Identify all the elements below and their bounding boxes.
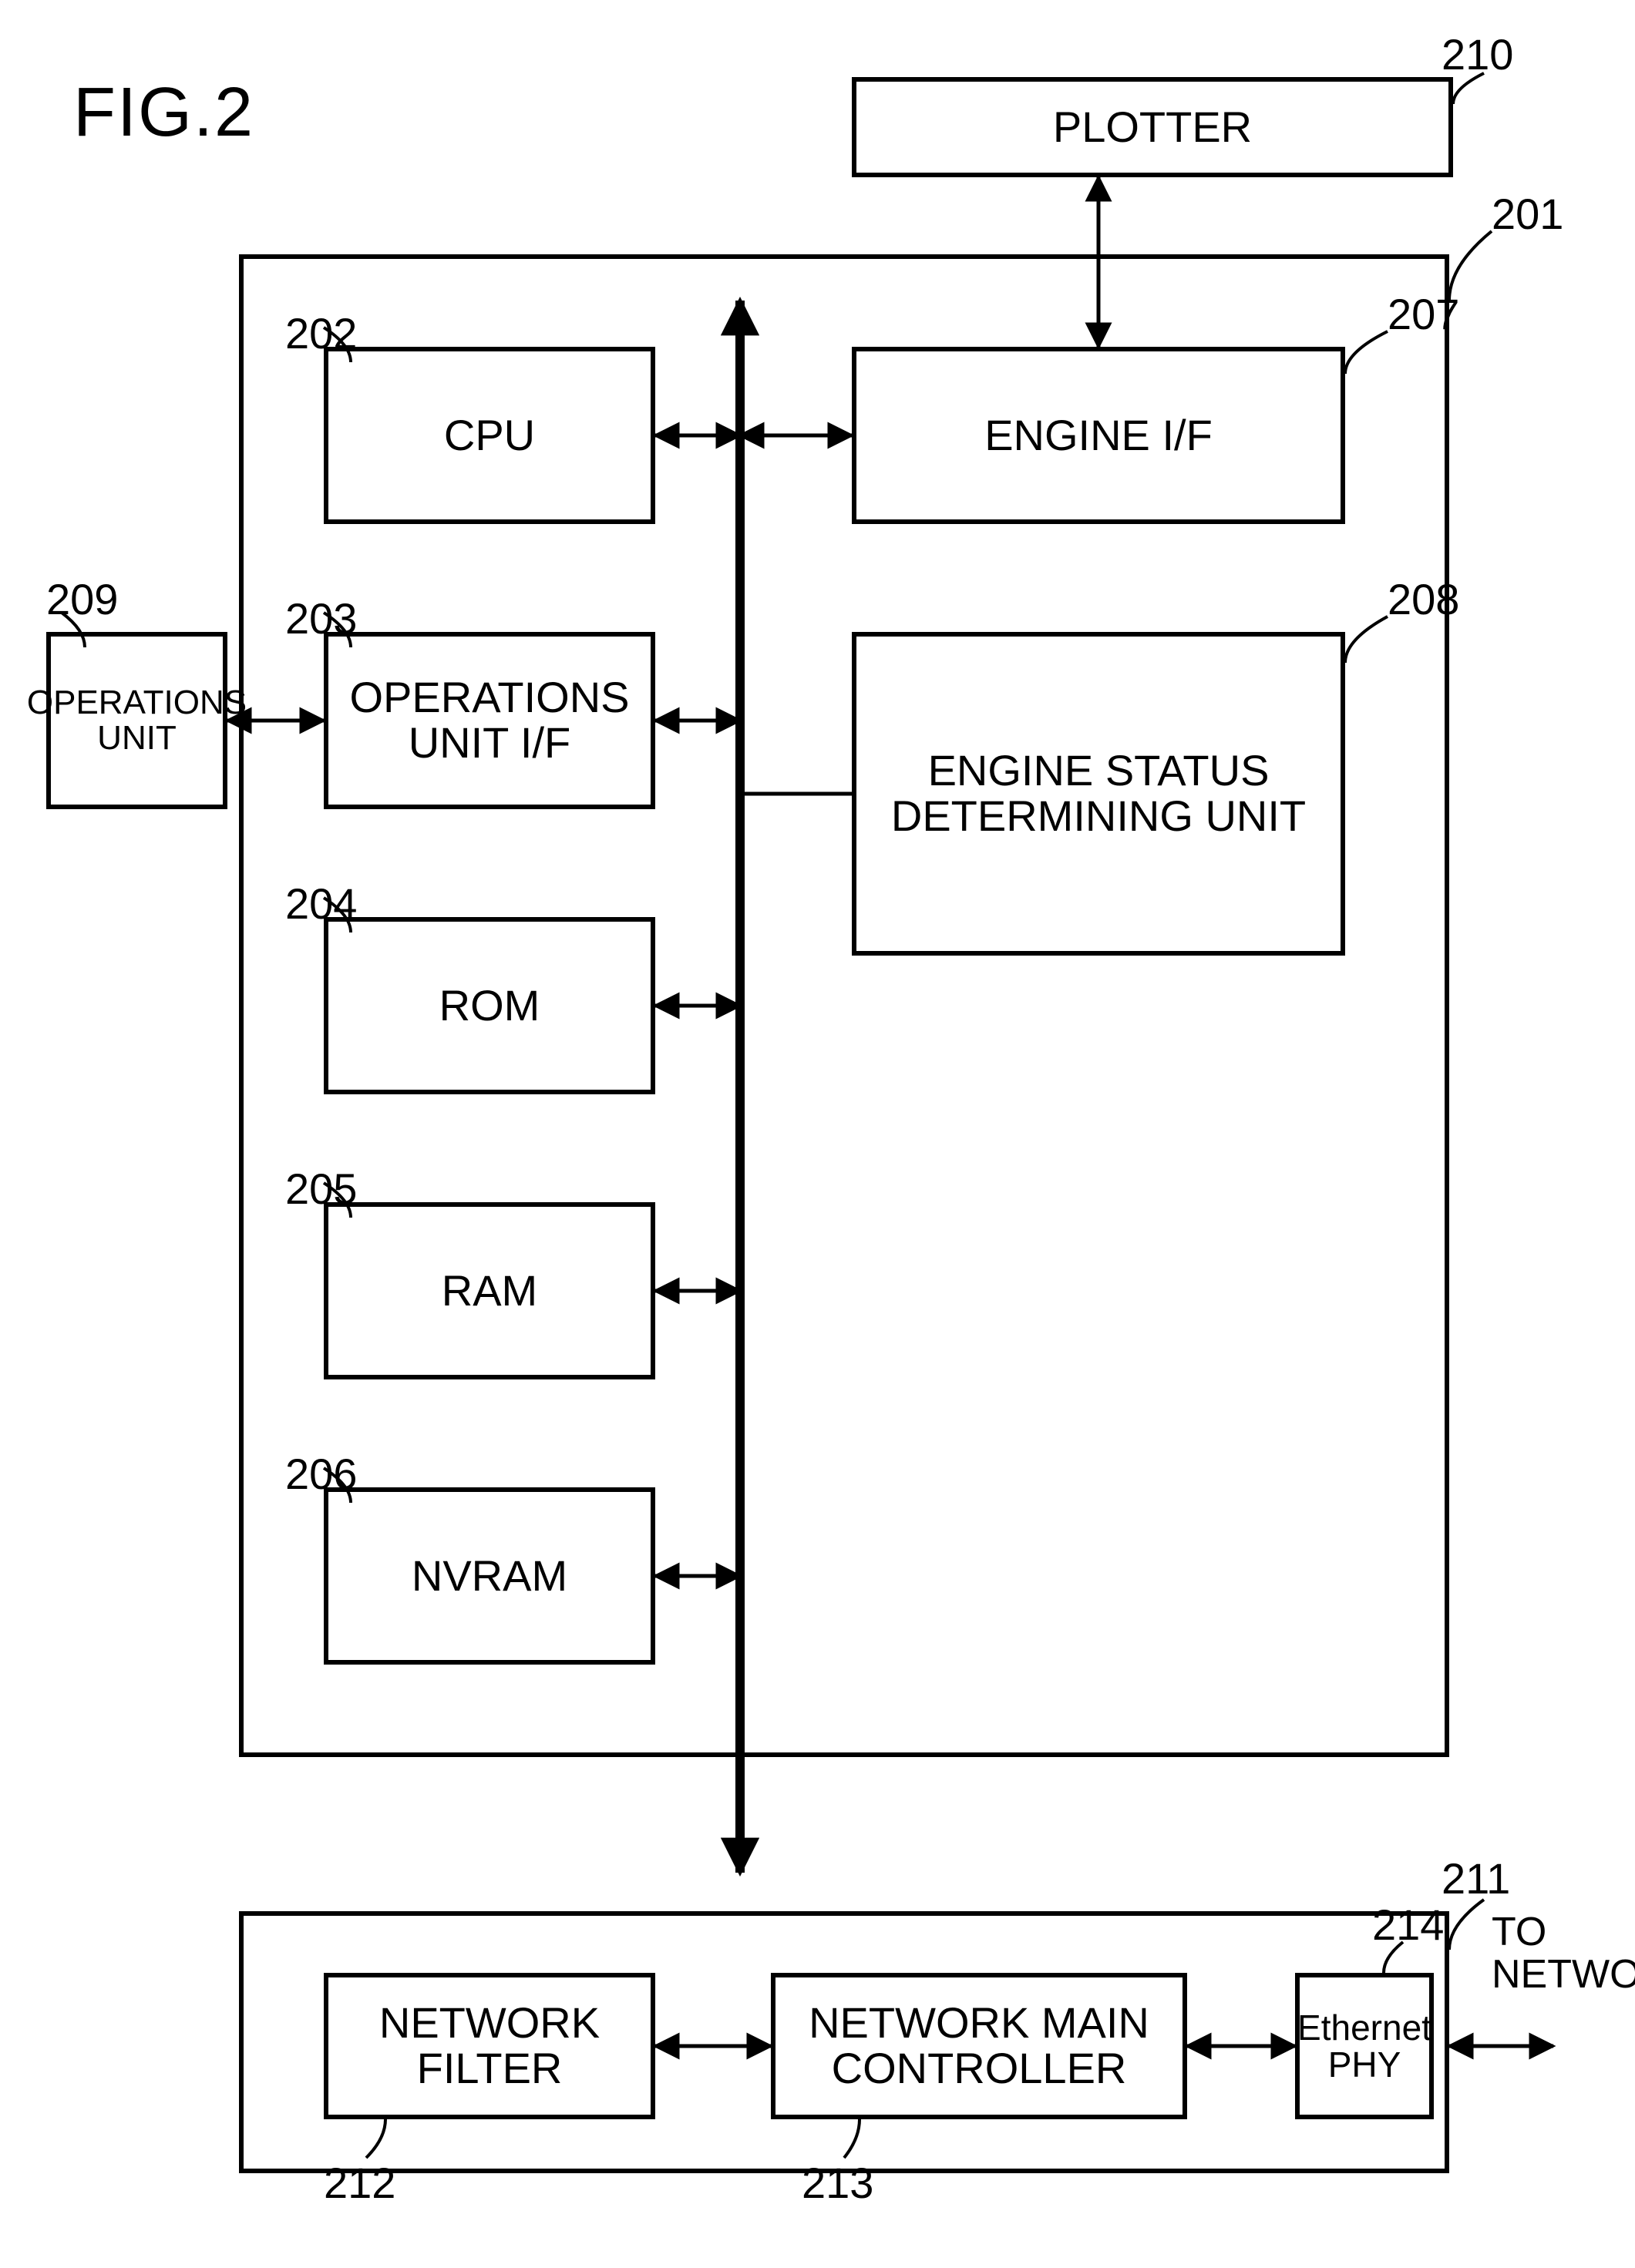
nvram-label: NVRAM [412, 1554, 567, 1599]
ref-207: 207 [1388, 289, 1459, 339]
ref-209: 209 [46, 574, 118, 624]
ram-label: RAM [442, 1268, 537, 1314]
engine-if-label: ENGINE I/F [984, 413, 1213, 459]
ref-202: 202 [285, 308, 357, 358]
cpu-box: CPU [324, 347, 655, 524]
network-main-box: NETWORK MAIN CONTROLLER [771, 1973, 1187, 2119]
ref-205: 205 [285, 1164, 357, 1214]
ops-if-box: OPERATIONS UNIT I/F [324, 632, 655, 809]
network-main-label: NETWORK MAIN CONTROLLER [809, 2001, 1149, 2092]
ref-213: 213 [802, 2158, 873, 2208]
ref-201: 201 [1492, 189, 1563, 239]
engine-status-box: ENGINE STATUS DETERMINING UNIT [852, 632, 1345, 956]
network-filter-box: NETWORK FILTER [324, 1973, 655, 2119]
ethernet-phy-label: Ethernet PHY [1297, 2009, 1431, 2084]
ops-if-label: OPERATIONS UNIT I/F [349, 675, 629, 766]
ref-211: 211 [1442, 1853, 1510, 1903]
ops-unit-label: OPERATIONS UNIT [27, 685, 247, 756]
ref-214: 214 [1372, 1900, 1444, 1950]
ethernet-phy-box: Ethernet PHY [1295, 1973, 1434, 2119]
plotter-label: PLOTTER [1053, 105, 1252, 150]
diagram-canvas: FIG.2 PLOTTER CPU OPERATIONS UNIT I/F RO… [0, 0, 1635, 2268]
nvram-box: NVRAM [324, 1487, 655, 1665]
cpu-label: CPU [444, 413, 535, 459]
rom-label: ROM [439, 983, 540, 1029]
ops-unit-box: OPERATIONS UNIT [46, 632, 227, 809]
ref-208: 208 [1388, 574, 1459, 624]
to-network-label: TO NETWORK 4 [1492, 1911, 1635, 1995]
network-filter-label: NETWORK FILTER [379, 2001, 600, 2092]
engine-if-box: ENGINE I/F [852, 347, 1345, 524]
ref-206: 206 [285, 1449, 357, 1499]
rom-box: ROM [324, 917, 655, 1094]
ref-203: 203 [285, 593, 357, 643]
ram-box: RAM [324, 1202, 655, 1379]
figure-title: FIG.2 [73, 73, 254, 153]
ref-212: 212 [324, 2158, 395, 2208]
ref-204: 204 [285, 879, 357, 929]
engine-status-label: ENGINE STATUS DETERMINING UNIT [891, 748, 1306, 839]
plotter-box: PLOTTER [852, 77, 1453, 177]
ref-210: 210 [1442, 29, 1513, 79]
